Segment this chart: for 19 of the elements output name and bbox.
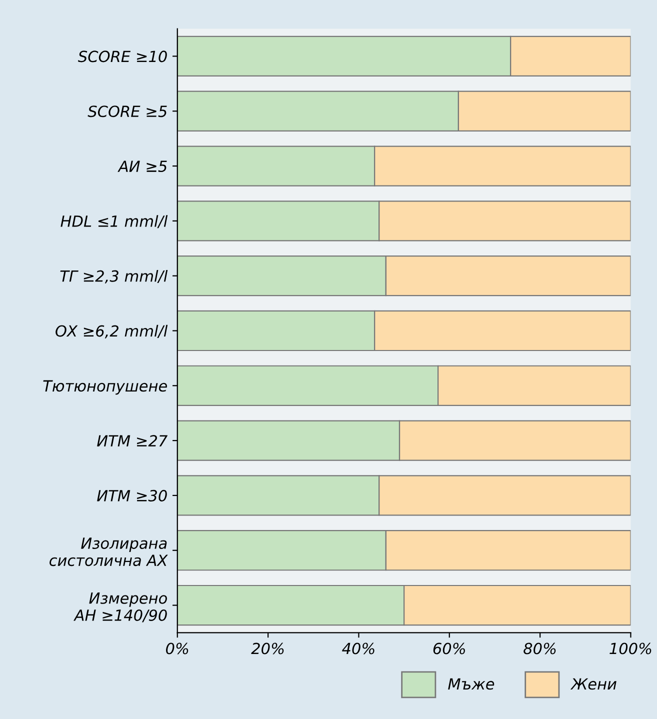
x-tick-label: 40%	[342, 642, 374, 654]
y-tick-label: ИТМ ≥27	[97, 435, 168, 446]
x-tick-label: 60%	[433, 642, 465, 654]
y-tick-label: SCORE ≥10	[78, 50, 167, 62]
x-tick-label: 80%	[524, 642, 556, 654]
y-tick-label: ОХ ≥6,2 mml/l	[56, 324, 168, 338]
x-tick-label: 20%	[251, 642, 284, 654]
x-tick-label: 100%	[610, 642, 652, 654]
y-tick-label: АИ ≥5	[118, 160, 167, 172]
y-tick-label: Измерено АН ≥140/90	[74, 592, 167, 622]
y-tick-label: SCORE ≥5	[88, 106, 167, 118]
y-tick-label: HDL ≤1 mml/l	[60, 215, 168, 228]
y-tick-label: ИТМ ≥30	[97, 490, 167, 502]
y-tick-label: Тютюнопушене	[43, 380, 167, 395]
y-tick-label: ТГ ≥2,3 mml/l	[60, 270, 168, 284]
legend-label: Жени	[570, 678, 616, 690]
legend-label: Мъже	[448, 678, 494, 690]
y-tick-label: Изолирана систолична АХ	[50, 538, 168, 566]
x-tick-label: 0%	[166, 642, 188, 654]
